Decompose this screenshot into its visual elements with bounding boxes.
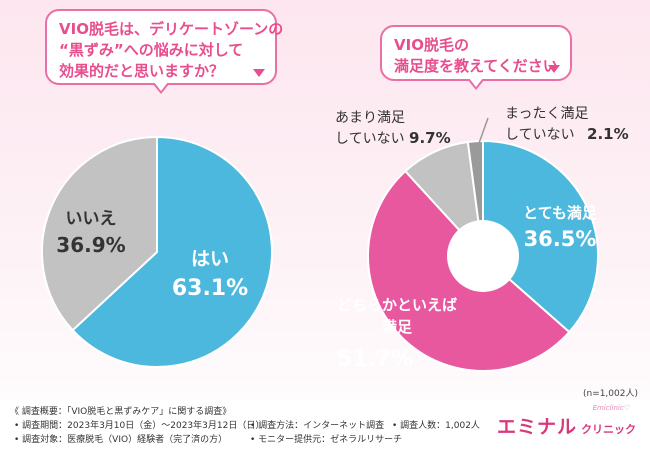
logo-tag: Emiclinic♡ (592, 404, 630, 412)
label-amari-line2: していない (335, 131, 405, 147)
slice-label-iie-1: いいえ (66, 209, 117, 229)
slice-label-dochira-2: 満足 (382, 318, 413, 336)
donut-hole (447, 220, 519, 292)
slice-label-dochira-pct-1: 51.7% (337, 347, 413, 372)
slice-label-hai-1: はい (191, 248, 229, 270)
survey-period: • 調査期間：2023年3月10日（金）〜2023年3月12日（日） (14, 421, 265, 431)
clinic-logo: Emiclinic♡ エミナル クリニック (496, 404, 636, 439)
survey-provider: • モニター提供元：ゼネラルリサーチ (250, 435, 403, 445)
pie-slice-2 (41, 135, 158, 332)
survey-summary: 《 調査概要：「VIO脱毛と黒ずみケア」に関する調査》 (10, 407, 232, 417)
pie-chart-effective: はい 63.1% いいえ 36.9% (41, 135, 273, 368)
arrow-down-icon (548, 65, 560, 73)
label-mattaku-line2: していない (505, 127, 575, 143)
label-mattaku-line1: まったく満足 (505, 106, 589, 122)
question-left-line-2: “黒ずみ”への悩みに対して (59, 41, 244, 59)
question-right-line-2: 満足度を教えてください (394, 57, 558, 75)
arrow-down-icon (253, 69, 265, 77)
label-amari: あまり満足 していない 9.7% (335, 108, 451, 149)
question-left-line-3: 効果的だと思いますか？ (59, 62, 225, 80)
slice-label-hai-2: 63.1% (172, 276, 248, 301)
survey-footer: 《 調査概要：「VIO脱毛と黒ずみケア」に関する調査》 • 調査期間：2023年… (0, 400, 650, 450)
survey-count: • 調査人数：1,002人 (392, 421, 480, 431)
leader-line (477, 117, 489, 147)
slice-label-totemo-2: 36.5% (524, 227, 597, 251)
survey-target: • 調査対象：医療脱毛（VIO）経験者（完了済の方） (14, 435, 228, 445)
label-mattaku-pct: 2.1% (587, 125, 629, 143)
label-amari-line1: あまり満足 (335, 110, 405, 126)
question-left-line-1: VIO脱毛は、デリケートゾーンの (59, 20, 284, 38)
question-left-bubble: VIO脱毛は、デリケートゾーンの “黒ずみ”への悩みに対して 効果的だと思います… (45, 9, 284, 94)
pie-slice-1 (71, 135, 273, 368)
logo-brand: エミナル (496, 416, 577, 438)
sample-size-note: (n=1,002人) (582, 389, 638, 399)
label-amari-pct: 9.7% (409, 129, 451, 147)
logo-sub: クリニック (581, 423, 636, 436)
question-right-line-1: VIO脱毛の (394, 36, 469, 54)
slice-label-totemo-1: とても満足 (523, 204, 598, 222)
label-mattaku: まったく満足 していない 2.1% (505, 104, 629, 145)
slice-label-iie-2: 36.9% (56, 233, 125, 257)
pie-slice-1 (482, 139, 599, 334)
slice-label-dochira-1: どちらかといえば (337, 296, 457, 314)
survey-method: • 調査方法：インターネット調査 (250, 421, 385, 431)
question-right-bubble: VIO脱毛の 満足度を教えてください (380, 25, 572, 90)
